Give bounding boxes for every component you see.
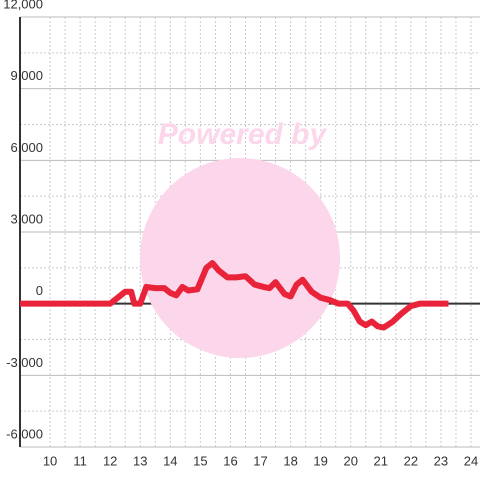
y-tick-label: -3,000 [6, 355, 43, 370]
watermark-text: Powered by [158, 118, 328, 151]
data-line [20, 260, 449, 331]
x-tick-label: 12 [103, 453, 117, 468]
x-tick-label: 22 [404, 453, 418, 468]
x-tick-label: 20 [343, 453, 357, 468]
y-tick-label: 6,000 [10, 140, 43, 155]
x-tick-label: 21 [374, 453, 388, 468]
x-tick-label: 23 [434, 453, 448, 468]
x-tick-label: 19 [313, 453, 327, 468]
y-tick-label: -6,000 [6, 426, 43, 441]
x-tick-label: 13 [133, 453, 147, 468]
x-tick-label: 14 [163, 453, 177, 468]
y-tick-label: 9,000 [10, 68, 43, 83]
watermark-logo [140, 158, 340, 358]
y-tick-label: 3,000 [10, 211, 43, 226]
x-tick-label: 17 [253, 453, 267, 468]
x-tick-label: 10 [43, 453, 57, 468]
y-tick-label: 12,000 [3, 0, 43, 11]
x-tick-label: 15 [193, 453, 207, 468]
y-tick-label: 0 [36, 283, 43, 298]
x-tick-label: 11 [73, 453, 87, 468]
x-tick-label: 18 [283, 453, 297, 468]
x-tick-label: 16 [223, 453, 237, 468]
x-tick-label: 24 [464, 453, 478, 468]
